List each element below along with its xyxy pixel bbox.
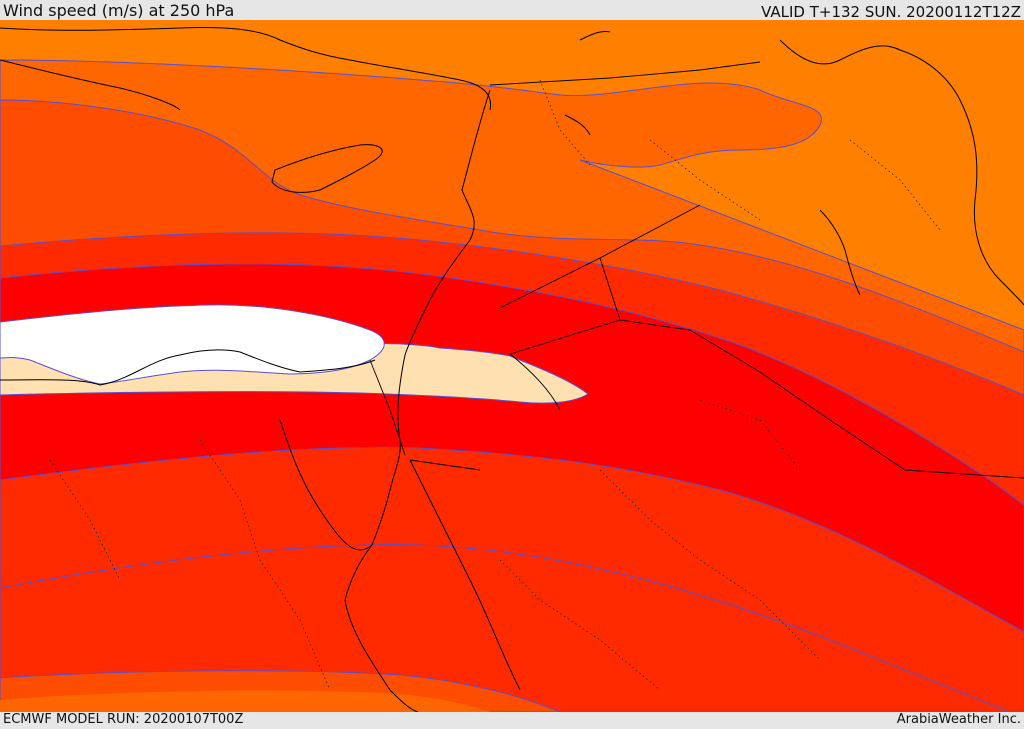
header-bar [0, 0, 1024, 20]
wind-speed-map [0, 20, 1024, 712]
valid-time: VALID T+132 SUN. 20200112T12Z [761, 3, 1021, 21]
map-title: Wind speed (m/s) at 250 hPa [3, 1, 235, 20]
band-south-2 [0, 690, 490, 712]
coastlines [0, 27, 1024, 712]
credit: ArabiaWeather Inc. [896, 712, 1021, 727]
borders [369, 61, 1024, 479]
band-south-4 [0, 544, 1011, 712]
province-lines [49, 79, 941, 691]
band-7-white [0, 304, 385, 385]
footer-bar [0, 712, 1024, 729]
model-run: ECMWF MODEL RUN: 20200107T00Z [3, 712, 244, 727]
